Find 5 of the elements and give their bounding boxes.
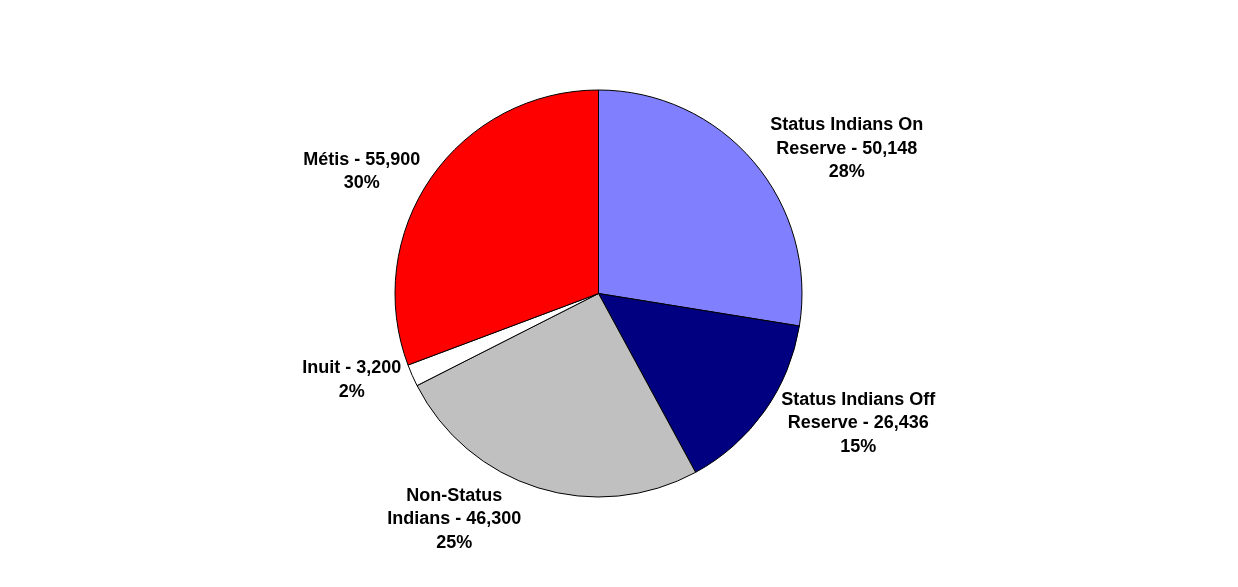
slice-label: Inuit - 3,200 2% [302,357,402,401]
slice-label: Status Indians Off Reserve - 26,436 15% [781,389,937,456]
slice-label: Métis - 55,900 30% [303,148,421,193]
slice-label: Status Indians On Reserve - 50,148 28% [770,114,924,181]
slice-label: Non-Status Indians - 46,300 25% [387,484,522,552]
